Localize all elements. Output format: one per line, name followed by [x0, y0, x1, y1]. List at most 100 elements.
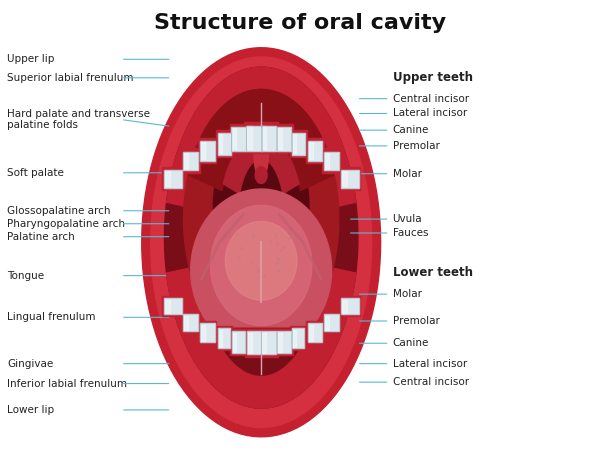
Text: Palatine arch: Palatine arch [7, 232, 75, 242]
Polygon shape [277, 331, 291, 352]
Polygon shape [259, 122, 278, 153]
Polygon shape [341, 298, 359, 314]
Polygon shape [181, 148, 200, 173]
Polygon shape [223, 136, 299, 194]
Polygon shape [216, 130, 233, 157]
Polygon shape [167, 267, 356, 408]
Text: Uvula: Uvula [392, 214, 422, 224]
Polygon shape [308, 141, 322, 161]
Polygon shape [262, 333, 266, 353]
Polygon shape [246, 125, 262, 151]
Text: Tongue: Tongue [7, 271, 44, 281]
Polygon shape [226, 221, 297, 300]
Text: Molar: Molar [392, 169, 422, 178]
Polygon shape [164, 67, 358, 408]
Polygon shape [188, 89, 334, 191]
Text: Structure of oral cavity: Structure of oral cavity [154, 13, 446, 33]
Polygon shape [247, 331, 262, 354]
Polygon shape [247, 126, 251, 149]
Polygon shape [339, 295, 361, 316]
Text: Central incisor: Central incisor [392, 377, 469, 387]
Polygon shape [218, 133, 231, 155]
Polygon shape [230, 123, 247, 153]
Polygon shape [200, 141, 215, 161]
Polygon shape [308, 323, 322, 342]
Polygon shape [165, 300, 170, 313]
Text: Molar: Molar [392, 289, 422, 299]
Text: Superior labial frenulum: Superior labial frenulum [7, 73, 134, 83]
Text: Gingivae: Gingivae [7, 359, 53, 369]
Text: Soft palate: Soft palate [7, 168, 64, 178]
Text: Fauces: Fauces [392, 228, 428, 238]
Polygon shape [184, 89, 339, 349]
Polygon shape [233, 128, 236, 149]
Polygon shape [261, 331, 276, 354]
Polygon shape [322, 148, 341, 173]
Polygon shape [162, 295, 184, 316]
Polygon shape [260, 125, 276, 151]
Polygon shape [324, 152, 339, 171]
Polygon shape [164, 171, 182, 188]
Polygon shape [290, 130, 307, 157]
Polygon shape [278, 333, 282, 351]
Text: Lateral incisor: Lateral incisor [392, 359, 467, 369]
Polygon shape [214, 131, 309, 279]
Text: Hard palate and transverse
palatine folds: Hard palate and transverse palatine fold… [7, 109, 151, 130]
Polygon shape [181, 312, 200, 334]
Polygon shape [200, 323, 215, 342]
Polygon shape [202, 142, 205, 159]
Polygon shape [218, 328, 230, 348]
Text: Central incisor: Central incisor [392, 94, 469, 103]
Polygon shape [167, 67, 356, 210]
Polygon shape [275, 329, 293, 355]
Text: Canine: Canine [392, 125, 429, 135]
Polygon shape [142, 48, 380, 437]
Polygon shape [232, 127, 245, 151]
Polygon shape [245, 329, 263, 356]
Polygon shape [183, 314, 198, 331]
Polygon shape [325, 153, 329, 169]
Polygon shape [184, 316, 188, 330]
Polygon shape [230, 329, 247, 355]
Polygon shape [184, 153, 188, 169]
Polygon shape [216, 326, 232, 350]
Polygon shape [290, 326, 306, 350]
Polygon shape [292, 328, 304, 348]
Polygon shape [278, 128, 282, 149]
Text: Lower lip: Lower lip [7, 405, 55, 415]
Polygon shape [324, 314, 339, 331]
Polygon shape [277, 127, 291, 151]
Polygon shape [164, 298, 182, 314]
Polygon shape [342, 171, 347, 186]
Polygon shape [293, 134, 296, 153]
Polygon shape [292, 133, 305, 155]
Polygon shape [191, 189, 332, 327]
Polygon shape [165, 171, 170, 186]
Text: Upper lip: Upper lip [7, 55, 55, 64]
Polygon shape [293, 330, 296, 347]
Polygon shape [183, 152, 198, 171]
Polygon shape [162, 167, 184, 191]
Text: Inferior labial frenulum: Inferior labial frenulum [7, 378, 127, 389]
Text: Lower teeth: Lower teeth [392, 266, 473, 279]
Polygon shape [211, 205, 312, 326]
Polygon shape [306, 321, 324, 344]
Polygon shape [342, 300, 347, 313]
Polygon shape [248, 333, 252, 353]
Polygon shape [254, 133, 268, 178]
Text: Canine: Canine [392, 338, 429, 348]
Polygon shape [202, 325, 205, 341]
Polygon shape [199, 137, 217, 163]
Text: Pharyngopalatine arch: Pharyngopalatine arch [7, 219, 125, 229]
Text: Lingual frenulum: Lingual frenulum [7, 312, 96, 322]
Polygon shape [232, 331, 245, 352]
Polygon shape [309, 325, 313, 341]
Text: Upper teeth: Upper teeth [392, 71, 473, 84]
Text: Premolar: Premolar [392, 316, 439, 326]
Polygon shape [244, 122, 263, 153]
Polygon shape [151, 57, 371, 427]
Polygon shape [262, 126, 266, 149]
Polygon shape [259, 329, 278, 356]
Polygon shape [341, 171, 359, 188]
Polygon shape [275, 123, 293, 153]
